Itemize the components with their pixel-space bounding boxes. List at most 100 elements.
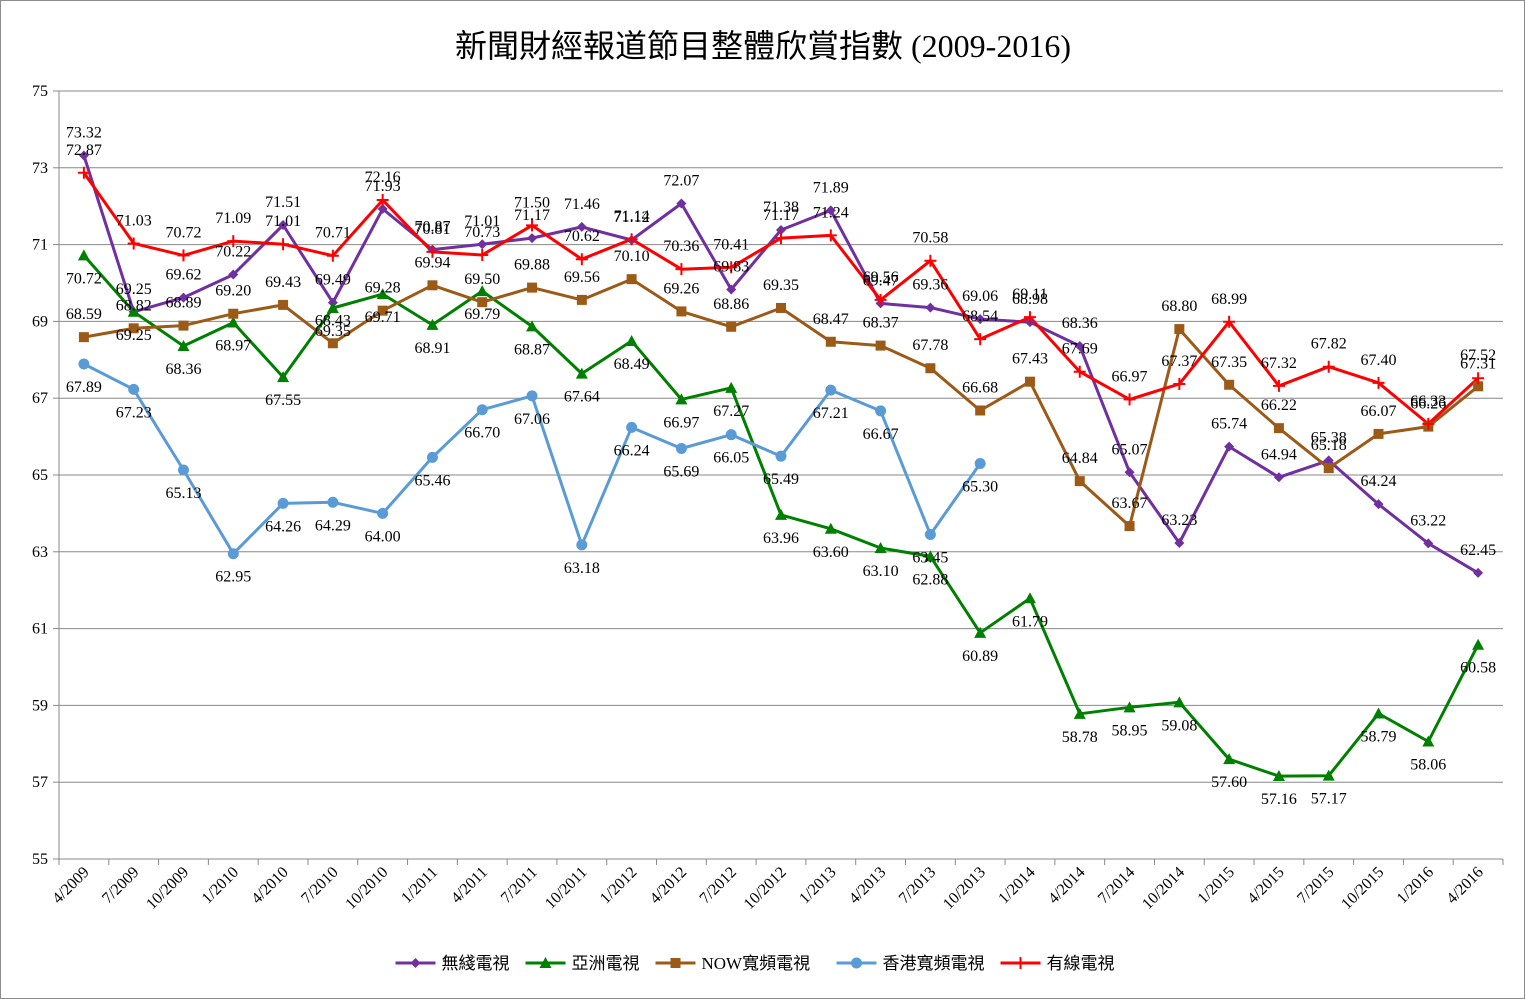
legend-label: 有線電視 [1047,954,1115,973]
x-tick-label: 10/2009 [143,864,192,913]
legend-label: 亞洲電視 [572,954,640,973]
marker-square [676,306,687,317]
x-tick-label: 7/2010 [298,864,341,907]
data-label: 71.09 [215,210,251,227]
data-label: 73.32 [66,125,102,142]
marker-circle [626,421,638,433]
marker-square [1473,381,1484,392]
data-label: 68.47 [813,311,849,328]
marker-triangle [1272,770,1285,782]
x-tick-label: 10/2014 [1139,864,1188,913]
data-label: 62.88 [912,571,948,588]
data-label: 63.45 [912,550,948,567]
y-tick-label: 75 [32,83,48,100]
marker-square [1074,476,1085,487]
legend-label: 無綫電視 [442,954,510,973]
marker-diamond [527,233,538,244]
x-tick-label: 4/2014 [1045,864,1088,907]
marker-triangle [1123,701,1136,713]
data-label: 65.13 [165,485,201,502]
data-label: 69.36 [912,277,948,294]
data-label: 68.54 [962,308,998,325]
marker-triangle [924,550,937,562]
data-label: 66.22 [1261,397,1297,414]
marker-circle [924,529,936,541]
x-tick-label: 1/2011 [398,864,441,907]
marker-triangle [177,339,190,351]
data-label: 68.89 [165,295,201,312]
marker-circle [476,404,488,416]
marker-plus [824,229,837,242]
data-label: 66.97 [663,414,699,431]
marker-triangle [127,305,140,317]
marker-square [925,363,936,374]
data-label: 71.01 [464,213,500,230]
data-label: 64.00 [365,528,401,545]
marker-plus [1123,393,1136,406]
data-label: 69.56 [863,269,899,286]
data-label: 67.43 [1012,351,1048,368]
data-label: 62.95 [215,569,251,586]
data-label: 66.05 [713,450,749,467]
marker-square [527,282,538,293]
data-label: 71.89 [813,179,849,196]
data-label: 63.22 [1410,512,1446,529]
data-label: 65.74 [1211,416,1247,433]
data-label: 69.35 [315,323,351,340]
legend-item: 無綫電視 [395,954,510,973]
data-label: 66.33 [1410,393,1446,410]
marker-plus [526,219,539,232]
data-label: 72.07 [663,173,699,190]
marker-plus [725,261,738,274]
data-label: 63.18 [564,560,600,577]
data-label: 71.14 [614,208,650,225]
data-label: 70.73 [464,224,500,241]
marker-diamond [1273,472,1284,483]
data-label: 60.89 [962,648,998,665]
data-label: 68.99 [1211,291,1247,308]
marker-diamond [178,292,189,303]
data-label: 63.10 [863,563,899,580]
marker-plus [476,248,489,261]
data-label: 57.60 [1211,774,1247,791]
x-tick-label: 1/2013 [796,864,839,907]
marker-triangle [1173,696,1186,708]
data-label: 68.98 [1012,291,1048,308]
marker-circle [426,451,438,463]
data-label: 68.87 [514,341,550,358]
data-label: 58.79 [1361,728,1397,745]
marker-plus [227,235,240,248]
y-tick-label: 65 [32,467,48,484]
marker-plus [924,254,937,267]
series-markers [77,150,1485,782]
data-label: 71.38 [763,199,799,216]
data-label: 66.67 [863,426,899,443]
marker-diamond [1323,455,1334,466]
x-tick-label: 1/2015 [1195,864,1238,907]
data-label: 65.46 [414,472,450,489]
data-label: 69.11 [1012,286,1047,303]
data-label: 67.55 [265,392,301,409]
data-label: 58.95 [1112,722,1148,739]
marker-plus [277,238,290,251]
legend: 無綫電視 亞洲電視 NOW寬頻電視 香港寬頻電視 有線電視 [395,954,1115,973]
data-label: 69.49 [315,272,351,289]
data-label: 72.87 [66,142,102,159]
data-label: 69.25 [116,327,152,344]
data-label: 71.03 [116,212,152,229]
marker-square [278,299,289,310]
data-label: 72.16 [365,169,401,186]
x-tick-label: 10/2015 [1338,864,1387,913]
marker-square [825,336,836,347]
marker-plus [77,166,90,179]
data-label: 68.43 [315,312,351,329]
data-label: 60.58 [1460,660,1496,677]
data-label: 68.37 [863,315,899,332]
legend-item: NOW寬頻電視 [655,954,810,973]
data-label: 70.62 [564,228,600,245]
marker-diamond [377,203,388,214]
marker-circle [576,539,588,551]
data-label: 63.96 [763,530,799,547]
marker-diamond [1224,441,1235,452]
marker-circle [78,358,90,370]
